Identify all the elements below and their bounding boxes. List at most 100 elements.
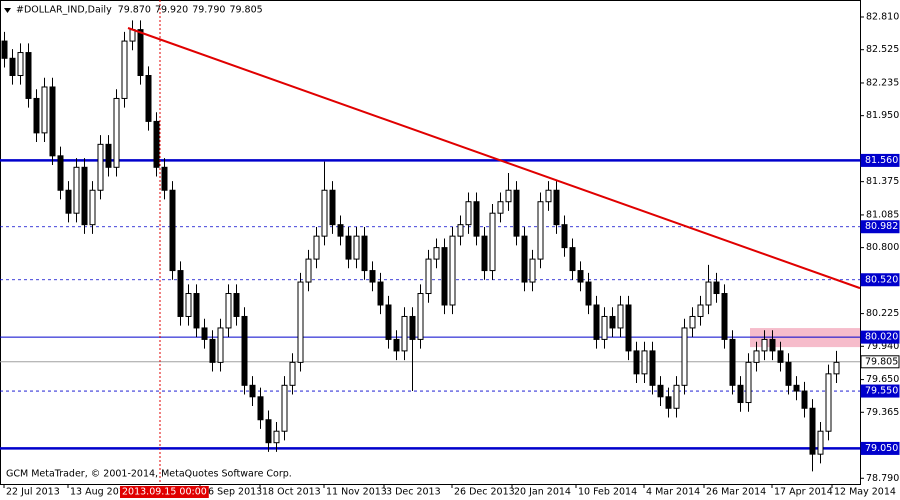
candle-body: [745, 361, 752, 404]
candle-body: [681, 327, 688, 386]
x-tick-label: 13 Aug 2013: [70, 487, 131, 498]
y-tick-label: 81.375: [866, 176, 899, 187]
candle-body: [185, 293, 192, 317]
candle-body: [721, 293, 728, 340]
y-tick-label: 79.365: [866, 407, 899, 418]
time-label: 2013.09.15 00:00: [122, 487, 207, 498]
candle-body: [697, 304, 704, 317]
candle-body: [497, 201, 504, 214]
candle-body: [825, 373, 832, 432]
x-tick-label: 17 Apr 2014: [774, 487, 833, 498]
quote-value: 79.920: [155, 5, 188, 16]
footer: GCM MetaTrader, © 2001-2014, MetaQuotes …: [6, 469, 292, 480]
candle-body: [57, 155, 64, 191]
candle-body: [233, 293, 240, 317]
candle-body: [73, 166, 80, 214]
candle-body: [217, 327, 224, 363]
candle-body: [833, 361, 840, 375]
candle-body: [505, 189, 512, 203]
x-tick-label: 12 May 2014: [834, 487, 896, 498]
candle-body: [209, 338, 216, 363]
candle-body: [513, 189, 520, 237]
candle-body: [113, 97, 120, 168]
y-tick-label: 78.790: [866, 473, 899, 484]
y-tick-label: 82.235: [866, 77, 899, 88]
candle-body: [1, 40, 8, 59]
candle-body: [625, 304, 632, 352]
level-label-box: [860, 384, 900, 398]
plot-frame: [0, 0, 861, 485]
x-tick-label: 10 Feb 2014: [578, 487, 637, 498]
y-tick-label: 80.225: [866, 308, 899, 319]
x-tick-label: 26 Dec 2013: [454, 487, 515, 498]
candle-body: [89, 189, 96, 226]
candle-body: [297, 281, 304, 363]
candle-body: [465, 201, 472, 226]
candle-body: [257, 396, 264, 421]
candle-body: [601, 315, 608, 340]
candle-body: [65, 189, 72, 214]
x-tick-label: 26 Sep 2013: [202, 487, 262, 498]
candle-body: [817, 430, 824, 455]
candle-body: [153, 120, 160, 168]
level-label: 79.805: [865, 356, 898, 367]
y-tick-label: 80.800: [866, 242, 899, 253]
candle-body: [809, 407, 816, 455]
y-tick-label: 82.525: [866, 44, 899, 55]
candle-body: [129, 29, 136, 42]
level-label: 79.550: [865, 386, 898, 397]
candle-body: [369, 270, 376, 283]
candle-body: [193, 293, 200, 329]
candle-body: [801, 390, 808, 409]
candle-body: [617, 304, 624, 329]
candle-body: [409, 315, 416, 340]
candle-body: [761, 338, 768, 352]
level-label: 81.560: [865, 155, 898, 166]
candle-body: [321, 189, 328, 237]
candle-body: [793, 384, 800, 392]
candle-body: [777, 350, 784, 363]
menu-arrow[interactable]: [4, 8, 11, 13]
candle-body: [537, 201, 544, 260]
level-label-box: [860, 153, 900, 167]
candle-body: [273, 430, 280, 444]
candle-body: [289, 361, 296, 386]
candle-body: [201, 327, 208, 340]
candle-body: [665, 396, 672, 409]
candle-body: [433, 247, 440, 260]
x-tick-label: 4 Mar 2014: [646, 487, 700, 498]
level-label: 79.050: [865, 443, 898, 454]
x-tick-label: 18 Oct 2013: [262, 487, 321, 498]
candle-body: [25, 52, 32, 99]
candle-body: [481, 235, 488, 272]
candle-body: [49, 86, 56, 157]
candle-body: [393, 338, 400, 352]
candle-body: [609, 315, 616, 329]
candle-body: [249, 384, 256, 398]
candle-body: [737, 384, 744, 404]
quote-value: 79.790: [192, 5, 225, 16]
level-label: 80.520: [865, 274, 898, 285]
level-label-box: [860, 330, 900, 344]
candle-body: [521, 235, 528, 283]
candle-body: [545, 189, 552, 203]
candle-body: [265, 419, 272, 444]
chart-title: #DOLLAR_IND,Daily: [16, 5, 112, 16]
candle-body: [81, 166, 88, 226]
level-label-box: [860, 355, 900, 369]
candle-body: [457, 224, 464, 237]
x-tick-label: 20 Jan 2014: [514, 487, 571, 498]
candle-body: [593, 304, 600, 340]
x-tick-label: 3 Dec 2013: [386, 487, 441, 498]
candle-body: [553, 189, 560, 226]
candle-body: [281, 384, 288, 432]
candle-body: [97, 143, 104, 191]
y-tick-label: 79.650: [866, 374, 899, 385]
candle-body: [569, 247, 576, 272]
candle-body: [225, 293, 232, 329]
candle-body: [673, 384, 680, 409]
candle-body: [753, 350, 760, 363]
candle-body: [121, 40, 128, 99]
plot: [0, 0, 861, 484]
candle-body: [161, 166, 168, 191]
